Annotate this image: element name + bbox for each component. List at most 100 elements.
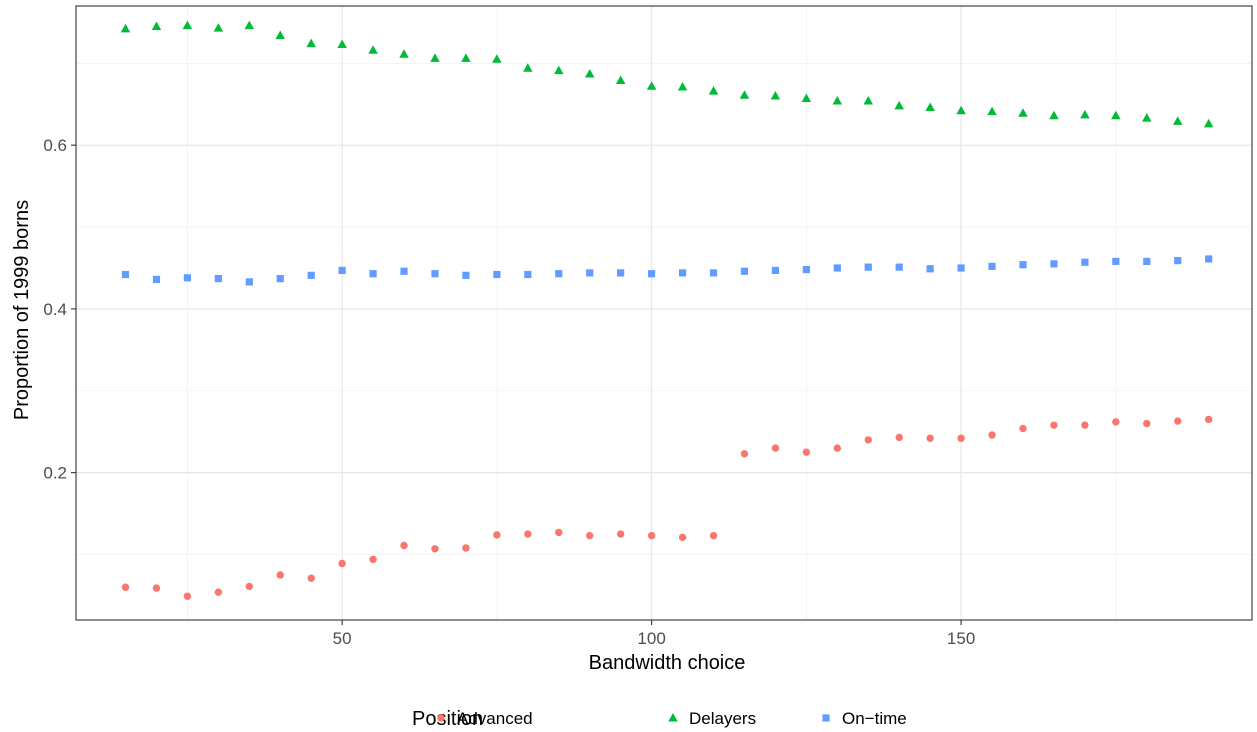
- point-delayers: [368, 45, 378, 54]
- point-on-time: [895, 263, 903, 271]
- point-advanced: [245, 582, 254, 591]
- point-on-time: [214, 275, 222, 283]
- point-advanced: [369, 555, 377, 564]
- point-on-time: [802, 266, 810, 274]
- point-advanced: [1204, 415, 1213, 424]
- point-delayers: [646, 81, 657, 90]
- plot-panel-border: [75, 5, 1253, 621]
- point-advanced: [988, 431, 996, 439]
- point-on-time: [1205, 255, 1213, 263]
- point-advanced: [1019, 424, 1027, 433]
- point-delayers: [182, 20, 193, 30]
- point-on-time: [864, 263, 872, 271]
- point-advanced: [957, 434, 965, 442]
- point-delayers: [492, 54, 502, 63]
- point-on-time: [988, 262, 996, 270]
- point-on-time: [369, 270, 377, 278]
- point-advanced: [121, 583, 130, 591]
- point-delayers: [461, 53, 471, 62]
- point-on-time: [152, 275, 161, 284]
- point-on-time: [833, 264, 841, 272]
- y-tick-label: 0.4: [43, 300, 67, 319]
- point-advanced: [431, 545, 439, 553]
- point-on-time: [678, 269, 687, 277]
- point-on-time: [771, 266, 780, 275]
- point-on-time: [493, 270, 501, 279]
- y-tick-label: 0.2: [43, 464, 67, 483]
- point-delayers: [337, 39, 347, 48]
- point-delayers: [151, 21, 162, 30]
- point-advanced: [895, 433, 903, 442]
- point-delayers: [1018, 108, 1028, 117]
- point-delayers: [1111, 110, 1121, 120]
- point-delayers: [275, 30, 286, 39]
- point-advanced: [647, 531, 656, 540]
- point-advanced: [864, 436, 872, 444]
- point-on-time: [1050, 260, 1058, 268]
- legend-title: Position: [412, 708, 483, 730]
- point-on-time: [462, 271, 470, 279]
- x-tick-label: 100: [637, 629, 665, 648]
- point-advanced: [586, 531, 594, 540]
- point-on-time: [957, 264, 965, 272]
- y-axis-title: Proportion of 1999 borns: [11, 200, 33, 420]
- point-advanced: [1050, 421, 1058, 429]
- point-delayers: [956, 105, 966, 115]
- x-axis-title: Bandwidth choice: [589, 652, 746, 674]
- point-delayers: [1142, 113, 1152, 122]
- point-delayers: [1172, 116, 1183, 125]
- point-on-time: [1081, 258, 1089, 266]
- point-delayers: [1049, 110, 1059, 120]
- data-points: [120, 20, 1214, 600]
- point-on-time: [524, 270, 532, 279]
- point-delayers: [1080, 109, 1090, 119]
- legend-key-delayers: [668, 713, 678, 722]
- point-advanced: [709, 531, 718, 540]
- point-on-time: [431, 270, 439, 278]
- point-delayers: [925, 102, 935, 112]
- legend-key-on-time: [822, 714, 830, 722]
- point-on-time: [586, 269, 594, 277]
- point-on-time: [1174, 257, 1182, 265]
- point-advanced: [276, 571, 284, 579]
- point-advanced: [616, 530, 625, 538]
- axis-ticks: 50 100 150 0.2 0.4 0.6: [43, 136, 975, 648]
- y-tick-label: 0.6: [43, 136, 67, 155]
- point-advanced: [771, 444, 780, 452]
- point-delayers: [770, 91, 781, 100]
- point-on-time: [1112, 257, 1120, 266]
- point-on-time: [338, 266, 346, 275]
- point-advanced: [183, 592, 192, 600]
- point-advanced: [926, 434, 934, 442]
- point-on-time: [183, 274, 192, 282]
- point-advanced: [338, 559, 346, 568]
- point-delayers: [1203, 118, 1214, 128]
- point-advanced: [400, 541, 408, 550]
- point-delayers: [430, 53, 440, 62]
- point-on-time: [617, 269, 625, 277]
- point-delayers: [832, 95, 843, 105]
- x-tick-label: 50: [333, 629, 352, 648]
- point-on-time: [307, 271, 315, 279]
- point-advanced: [307, 574, 315, 582]
- point-delayers: [987, 106, 997, 116]
- point-advanced: [152, 584, 161, 592]
- legend-label-delayers: Delayers: [689, 709, 756, 728]
- x-tick-label: 150: [947, 629, 975, 648]
- point-delayers: [739, 90, 750, 99]
- point-on-time: [926, 265, 934, 273]
- point-delayers: [801, 93, 812, 103]
- point-advanced: [1081, 421, 1089, 429]
- point-on-time: [709, 269, 718, 277]
- point-advanced: [524, 530, 532, 538]
- point-delayers: [244, 20, 255, 30]
- legend-items: Advanced Delayers On−time: [437, 709, 907, 728]
- point-delayers: [677, 82, 688, 91]
- point-advanced: [802, 448, 811, 456]
- point-on-time: [555, 270, 563, 278]
- point-delayers: [306, 38, 316, 48]
- point-on-time: [276, 275, 284, 283]
- point-on-time: [740, 267, 749, 275]
